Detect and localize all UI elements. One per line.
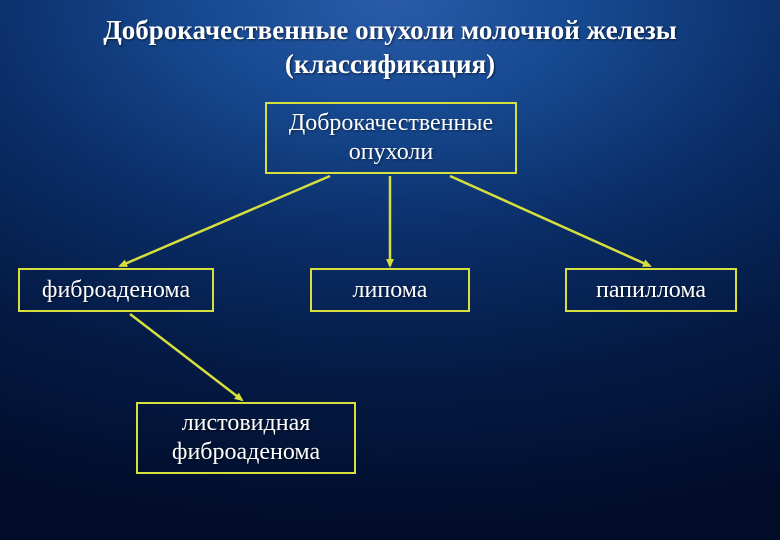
- node-root: Доброкачественныеопухоли: [265, 102, 517, 174]
- slide-canvas: Доброкачественные опухоли молочной желез…: [0, 0, 780, 540]
- slide-title: Доброкачественные опухоли молочной желез…: [0, 14, 780, 82]
- edge-fibro-leaf: [130, 314, 242, 400]
- title-line-2: (классификация): [285, 49, 495, 79]
- title-line-1: Доброкачественные опухоли молочной желез…: [103, 15, 677, 45]
- edge-root-fibro: [120, 176, 330, 266]
- node-papil: папиллома: [565, 268, 737, 312]
- node-lipoma: липома: [310, 268, 470, 312]
- node-leaf: листовиднаяфиброаденома: [136, 402, 356, 474]
- edge-root-papil: [450, 176, 650, 266]
- node-fibro: фиброаденома: [18, 268, 214, 312]
